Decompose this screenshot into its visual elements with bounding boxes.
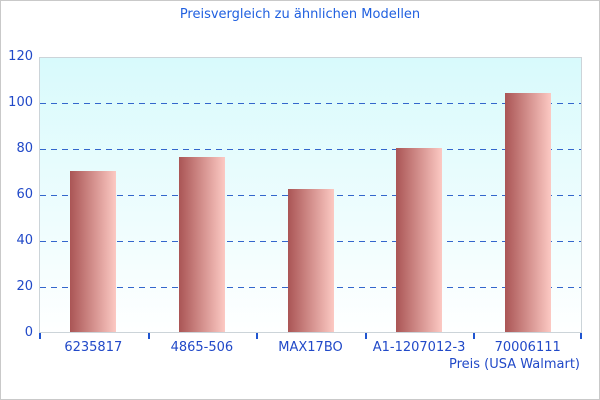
x-axis-label: Preis (USA Walmart) — [448, 357, 580, 372]
plot-area — [39, 57, 582, 333]
y-tick-label: 120 — [8, 49, 33, 64]
y-tick-label: 80 — [16, 141, 33, 156]
gridline — [40, 103, 581, 104]
bar-4865-506 — [178, 157, 225, 332]
y-tick-label: 60 — [16, 187, 33, 202]
axis-tick — [39, 333, 41, 339]
axis-tick — [365, 333, 367, 339]
gridline — [40, 149, 581, 150]
x-tick-label: MAX17BO — [278, 340, 343, 355]
axis-tick — [580, 333, 582, 339]
y-tick-label: 0 — [24, 325, 33, 340]
axis-tick — [256, 333, 258, 339]
y-tick-label: 100 — [8, 95, 33, 110]
y-tick-label: 20 — [16, 279, 33, 294]
bar-6235817 — [70, 171, 117, 332]
bar-70006111 — [504, 93, 551, 332]
x-tick-label: A1-1207012-3 — [372, 340, 466, 355]
x-tick-label: 4865-506 — [170, 340, 234, 355]
chart-title: Preisvergleich zu ähnlichen Modellen — [179, 7, 421, 22]
bar-A1-1207012-3 — [396, 148, 443, 332]
axis-tick — [473, 333, 475, 339]
x-tick-label: 6235817 — [64, 340, 123, 355]
x-tick-label: 70006111 — [494, 340, 561, 355]
axis-tick — [148, 333, 150, 339]
y-tick-label: 40 — [16, 233, 33, 248]
bar-MAX17BO — [287, 189, 334, 332]
